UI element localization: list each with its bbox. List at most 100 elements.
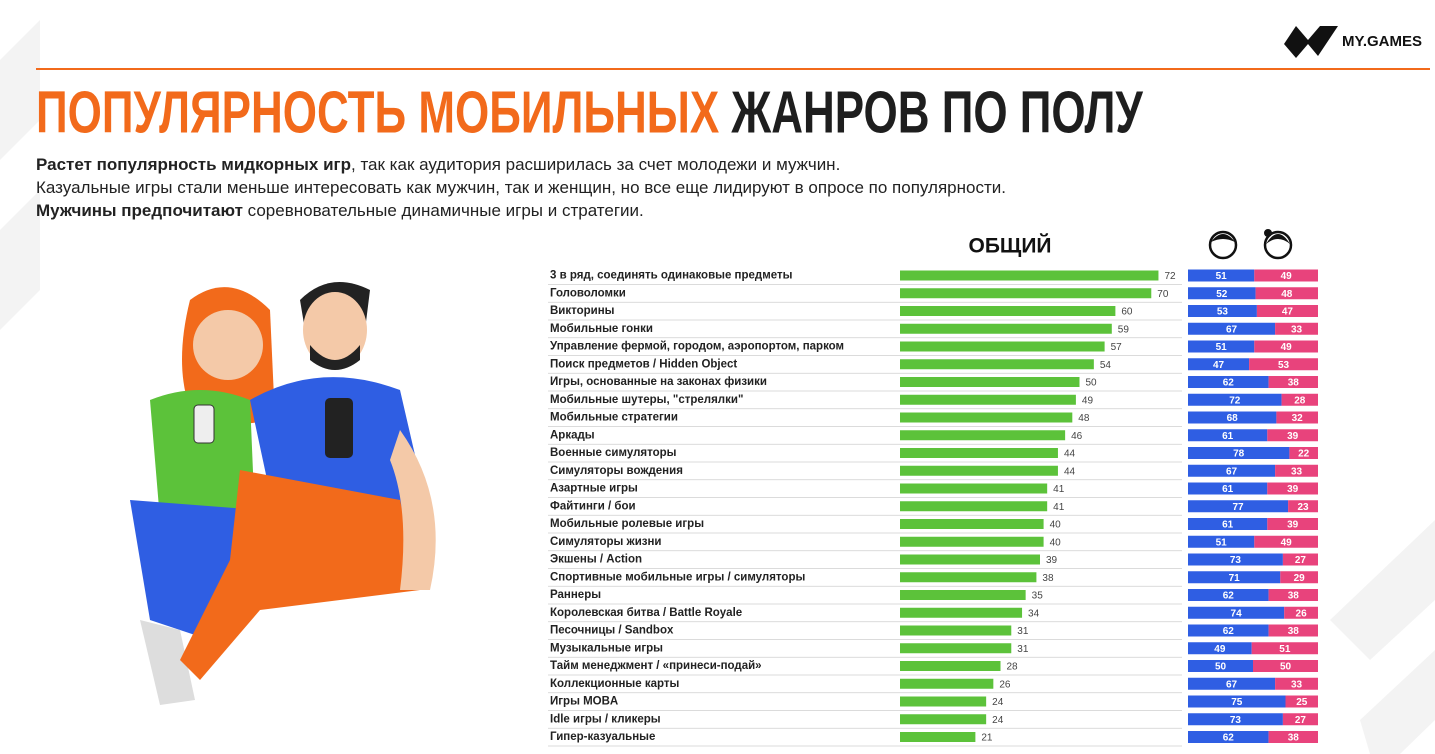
logo-text: MY.GAMES: [1342, 33, 1422, 50]
stacked-segment: [1188, 695, 1286, 708]
segment-label: 23: [1297, 502, 1309, 513]
bar: [900, 359, 1094, 370]
title-accent: ПОПУЛЯРНОСТЬ МОБИЛЬНЫХ: [36, 80, 719, 146]
segment-label: 61: [1222, 431, 1234, 442]
stacked-segment: [1284, 606, 1318, 619]
stacked-segment: [1288, 500, 1318, 513]
category-label: Гипер-казуальные: [550, 731, 655, 743]
value-label: 46: [1071, 431, 1083, 442]
value-label: 24: [992, 697, 1004, 708]
segment-label: 39: [1287, 520, 1299, 531]
gender-icons: [1208, 229, 1293, 260]
stacked-segment: [1275, 322, 1318, 335]
segment-label: 67: [1226, 679, 1238, 690]
segment-label: 33: [1291, 679, 1303, 690]
segment-label: 73: [1230, 555, 1242, 566]
value-label: 41: [1053, 484, 1065, 495]
category-label: Королевская битва / Battle Royale: [550, 607, 742, 619]
stacked-segment: [1188, 482, 1268, 495]
stacked-segment: [1188, 677, 1276, 690]
segment-label: 47: [1213, 360, 1225, 371]
stacked-segment: [1282, 713, 1318, 726]
stacked-segment: [1188, 553, 1283, 566]
category-label: Поиск предметов / Hidden Object: [550, 358, 737, 370]
segment-label: 75: [1231, 697, 1243, 708]
stacked-segment: [1188, 518, 1268, 530]
segment-label: 38: [1288, 733, 1300, 744]
value-label: 28: [1007, 662, 1019, 673]
value-label: 35: [1032, 591, 1044, 602]
slide-title: ПОПУЛЯРНОСТЬ МОБИЛЬНЫХ ЖАНРОВ ПО ПОЛУ: [36, 80, 1143, 146]
value-label: 59: [1118, 324, 1130, 335]
bar: [900, 448, 1058, 458]
category-label: Игры, основанные на законах физики: [550, 376, 767, 388]
value-label: 50: [1085, 378, 1097, 389]
stacked-segment: [1188, 713, 1283, 726]
intro-text: соревновательные динамичные игры и страт…: [243, 201, 644, 220]
category-label: Idle игры / кликеры: [550, 713, 661, 725]
stacked-segment: [1188, 500, 1289, 513]
value-label: 40: [1050, 520, 1062, 531]
stacked-segment: [1255, 287, 1318, 300]
segment-label: 67: [1226, 324, 1238, 335]
segment-label: 38: [1288, 626, 1300, 637]
segment-label: 38: [1288, 591, 1300, 602]
segment-label: 53: [1278, 360, 1290, 371]
segment-label: 67: [1226, 466, 1238, 477]
bar: [900, 554, 1040, 565]
stacked-segment: [1188, 660, 1253, 672]
intro: Растет популярность мидкорных игр, так к…: [36, 155, 1006, 220]
stacked-segment: [1253, 660, 1318, 672]
stacked-segment: [1281, 393, 1318, 406]
segment-label: 49: [1281, 342, 1293, 353]
segment-label: 47: [1282, 307, 1294, 318]
segment-label: 49: [1281, 271, 1293, 282]
bar: [900, 394, 1076, 405]
stacked-segment: [1188, 589, 1269, 601]
category-label: Головоломки: [550, 287, 626, 299]
stacked-segment: [1188, 287, 1256, 300]
stacked-segment: [1251, 642, 1318, 655]
segment-label: 62: [1223, 733, 1235, 744]
stacked-segment: [1282, 553, 1318, 566]
value-label: 38: [1042, 573, 1054, 584]
category-label: Управление фермой, городом, аэропортом, …: [550, 341, 844, 353]
bar: [900, 643, 1012, 654]
stacked-segment: [1188, 429, 1268, 442]
segment-label: 29: [1294, 573, 1306, 584]
segment-label: 51: [1279, 644, 1291, 655]
segment-label: 52: [1216, 289, 1228, 300]
value-label: 34: [1028, 608, 1040, 619]
stacked-segment: [1289, 447, 1318, 459]
value-label: 44: [1064, 449, 1076, 460]
segment-label: 61: [1222, 484, 1234, 495]
category-label: Мобильные гонки: [550, 323, 653, 335]
category-label: Коллекционные карты: [550, 678, 679, 690]
stacked-segment: [1280, 571, 1318, 584]
stacked-segment: [1188, 269, 1255, 282]
segment-label: 78: [1233, 449, 1245, 460]
segment-label: 51: [1216, 537, 1228, 548]
bar: [900, 572, 1037, 583]
segment-label: 72: [1229, 395, 1241, 406]
category-label: Музыкальные игры: [550, 642, 663, 654]
category-label: Азартные игры: [550, 483, 638, 495]
stacked-segment: [1267, 518, 1318, 530]
segment-label: 32: [1292, 413, 1304, 424]
category-label: Раннеры: [550, 589, 601, 601]
bar: [900, 270, 1159, 281]
segment-label: 28: [1294, 395, 1306, 406]
category-label: 3 в ряд, соединять одинаковые предметы: [550, 270, 793, 282]
segment-label: 26: [1296, 608, 1308, 619]
bar: [900, 323, 1112, 334]
stacked-segment: [1268, 731, 1318, 743]
segment-label: 39: [1287, 484, 1299, 495]
segment-label: 22: [1298, 449, 1310, 460]
intro-line: Мужчины предпочитают соревновательные ди…: [36, 201, 644, 220]
stacked-segment: [1188, 606, 1285, 619]
intro-line: Казуальные игры стали меньше интересоват…: [36, 178, 1006, 197]
illustration: [130, 282, 436, 705]
bar: [900, 412, 1073, 423]
stacked-segment: [1188, 393, 1282, 406]
stacked-segment: [1188, 447, 1290, 459]
